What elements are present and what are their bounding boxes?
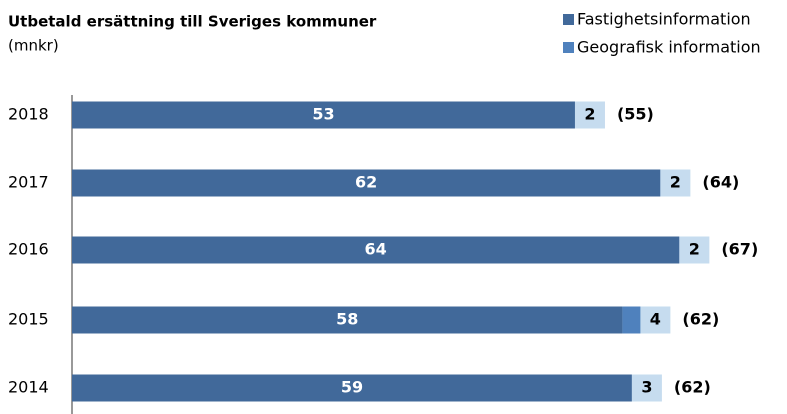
value-label: 4: [650, 310, 661, 329]
legend-swatch: [563, 42, 574, 53]
label-box: [679, 236, 710, 264]
label-box: [631, 374, 662, 402]
value-label: 3: [641, 378, 652, 397]
label-box: [640, 306, 671, 334]
total-label: (67): [721, 240, 758, 259]
value-label: 2: [584, 105, 595, 124]
bar-segment: [72, 306, 623, 334]
y-tick-label: 2014: [8, 378, 49, 397]
legend-label: Fastighetsinformation: [577, 10, 751, 29]
total-label: (64): [702, 173, 739, 192]
value-label: 59: [341, 378, 363, 397]
bar-segment: [72, 101, 575, 129]
value-label: 53: [312, 105, 334, 124]
value-label: 2: [689, 240, 700, 259]
value-label: 2: [670, 173, 681, 192]
y-tick-label: 2015: [8, 310, 49, 329]
y-tick-label: 2018: [8, 105, 49, 124]
total-label: (62): [682, 310, 719, 329]
bar-segment: [72, 169, 661, 197]
bar-segment: [72, 236, 680, 264]
label-box: [660, 169, 691, 197]
chart-title: Utbetald ersättning till Sveriges kommun…: [8, 13, 377, 31]
value-label: 58: [336, 310, 358, 329]
y-tick-label: 2017: [8, 173, 49, 192]
chart-subtitle: (mnkr): [8, 37, 59, 55]
value-label: 64: [365, 240, 387, 259]
total-label: (62): [674, 378, 711, 397]
total-label: (55): [617, 105, 654, 124]
label-box: [574, 101, 605, 129]
y-tick-label: 2016: [8, 240, 49, 259]
value-label: 62: [355, 173, 377, 192]
bar-segment: [72, 374, 632, 402]
legend-label: Geografisk information: [577, 38, 761, 57]
legend-swatch: [563, 14, 574, 25]
